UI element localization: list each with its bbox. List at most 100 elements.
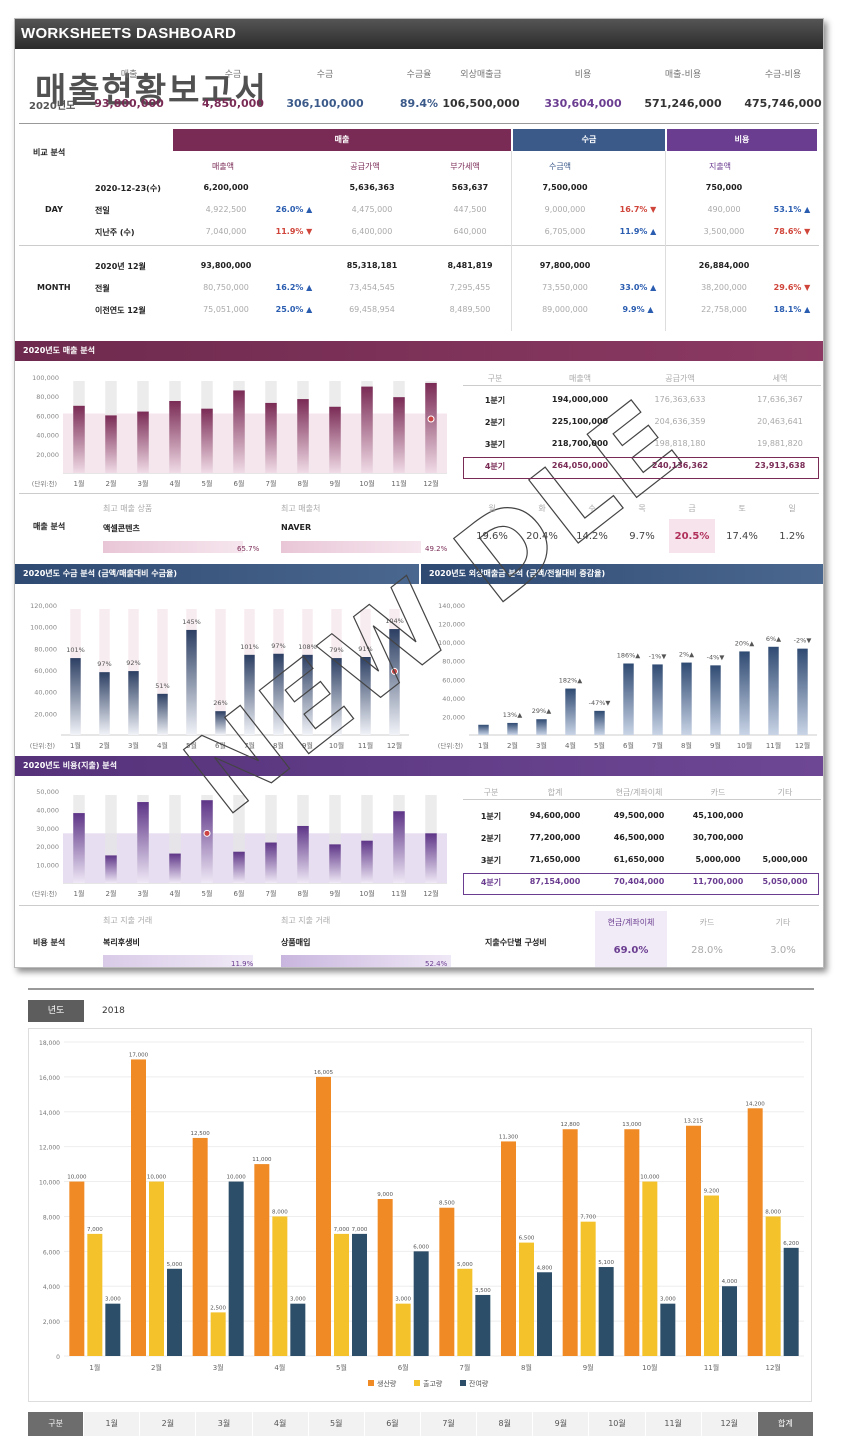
y-tick-label: 100,000 — [438, 639, 465, 647]
y-tick-label: 20,000 — [36, 451, 59, 459]
y-tick-label: 12,000 — [39, 1145, 60, 1152]
bar — [747, 1108, 763, 1356]
y-tick-label: 100,000 — [32, 374, 59, 382]
best-product-pct: 65.7% — [237, 545, 260, 553]
tab-month[interactable]: 4월 — [252, 1412, 308, 1436]
bar — [331, 658, 342, 735]
data-label: 186%▲ — [617, 652, 641, 660]
tab-edge[interactable]: 합계 — [757, 1412, 813, 1436]
bar — [395, 1303, 411, 1356]
y-tick-label: 80,000 — [36, 393, 59, 401]
bar — [273, 653, 284, 735]
month-label: MONTH — [37, 283, 71, 292]
kpi-value: 475,746,000 — [744, 97, 822, 110]
year-value[interactable]: 2018 — [102, 1006, 125, 1016]
x-tick-label: 8월 — [273, 741, 284, 750]
y-tick-label: 80,000 — [34, 645, 57, 653]
cost-table-cell: 77,200,000 — [529, 833, 581, 842]
tab-month[interactable]: 7월 — [421, 1412, 477, 1436]
data-label: 3,000 — [660, 1297, 676, 1303]
sales-table-header: 구분 — [487, 374, 503, 383]
tab-month[interactable]: 11월 — [645, 1412, 701, 1436]
col-sales-amt: 매출액 — [211, 162, 235, 171]
bar — [87, 1233, 103, 1356]
cost-table-cell: 5,000,000 — [762, 855, 808, 864]
y-tick-label: 6,000 — [43, 1249, 60, 1256]
year-button[interactable]: 년도 — [28, 1000, 84, 1022]
kpi-label: 수금율 — [406, 70, 432, 80]
tab-month[interactable]: 2월 — [140, 1412, 196, 1436]
x-tick-label: 2월 — [151, 1363, 162, 1372]
x-tick-label: 3월 — [138, 479, 149, 488]
sales-table-cell: 194,000,000 — [551, 395, 609, 404]
data-label: 4,800 — [537, 1265, 553, 1271]
sales-table-cell: 240,136,362 — [651, 461, 709, 470]
kpi-value: 93,800,000 — [94, 97, 164, 110]
bar — [169, 401, 181, 473]
bar — [478, 724, 489, 735]
tab-month[interactable]: 12월 — [701, 1412, 757, 1436]
bar — [722, 1286, 737, 1356]
data-label: 13,215 — [684, 1119, 704, 1125]
x-tick-label: 6월 — [623, 741, 634, 750]
data-label: 7,000 — [87, 1227, 103, 1233]
data-label: 6,200 — [783, 1241, 799, 1247]
x-tick-label: 7월 — [266, 479, 277, 488]
bar — [393, 811, 405, 883]
x-tick-label: 7월 — [459, 1363, 470, 1372]
data-label: 7,000 — [352, 1227, 368, 1233]
data-label: 5,000 — [457, 1262, 473, 1268]
receivable-chart: 140,000 120,000 100,000 80,000 60,000 40,000 2… — [438, 602, 817, 750]
bar — [361, 386, 373, 473]
x-tick-label: 12월 — [423, 889, 438, 898]
bar-background — [169, 795, 181, 883]
data-label: 7,000 — [334, 1227, 350, 1233]
x-tick-label: 5월 — [202, 479, 213, 488]
compare-value: 69,458,954 — [349, 305, 395, 314]
bar — [377, 1199, 393, 1356]
tab-month[interactable]: 3월 — [196, 1412, 252, 1436]
x-tick-label: 8월 — [298, 889, 309, 898]
tab-month[interactable]: 9월 — [533, 1412, 589, 1436]
data-label: 101% — [240, 643, 259, 651]
compare-change: 25.0% ▲ — [275, 305, 313, 314]
compare-change: 53.1% ▲ — [773, 205, 811, 214]
bar — [536, 719, 547, 735]
data-label: 14,200 — [746, 1101, 766, 1107]
bar-background — [361, 795, 373, 883]
method-header: 기타 — [775, 918, 791, 927]
x-tick-label: 1월 — [74, 889, 85, 898]
compare-value: 8,489,500 — [449, 305, 491, 314]
y-tick-label: 30,000 — [36, 825, 59, 833]
bar — [201, 408, 213, 473]
tab-edge[interactable]: 구분 — [28, 1412, 84, 1436]
bar — [580, 1221, 596, 1356]
group-cost-header: 비용 — [667, 129, 817, 151]
x-tick-label: 9월 — [330, 479, 341, 488]
compare-change: 16.7% ▼ — [619, 205, 657, 214]
data-label: 6,000 — [413, 1244, 429, 1250]
q4-highlight — [463, 873, 819, 895]
tab-month[interactable]: 8월 — [477, 1412, 533, 1436]
bar — [519, 1242, 534, 1356]
tab-month[interactable]: 10월 — [589, 1412, 645, 1436]
bar — [73, 813, 85, 883]
y-tick-label: 60,000 — [442, 676, 465, 684]
cost-table-cell: 30,700,000 — [692, 833, 744, 842]
weekday-header: 금 — [688, 504, 696, 513]
weekday-value: 19.6% — [476, 531, 508, 542]
x-tick-label: 3월 — [128, 741, 139, 750]
data-label: 13,000 — [622, 1122, 642, 1128]
col-cost-amt: 지출액 — [708, 162, 732, 171]
compare-value: 6,400,000 — [351, 227, 393, 236]
tab-month[interactable]: 5월 — [308, 1412, 364, 1436]
top-cost-item-bar — [103, 955, 253, 967]
method-value: 3.0% — [770, 945, 796, 956]
tab-month[interactable]: 6월 — [364, 1412, 420, 1436]
compare-change: 9.9% ▲ — [622, 305, 654, 314]
bar — [710, 665, 721, 735]
tab-month[interactable]: 1월 — [84, 1412, 140, 1436]
bar — [297, 825, 309, 883]
data-label: 104% — [385, 617, 404, 625]
y-tick-label: 100,000 — [30, 624, 57, 632]
